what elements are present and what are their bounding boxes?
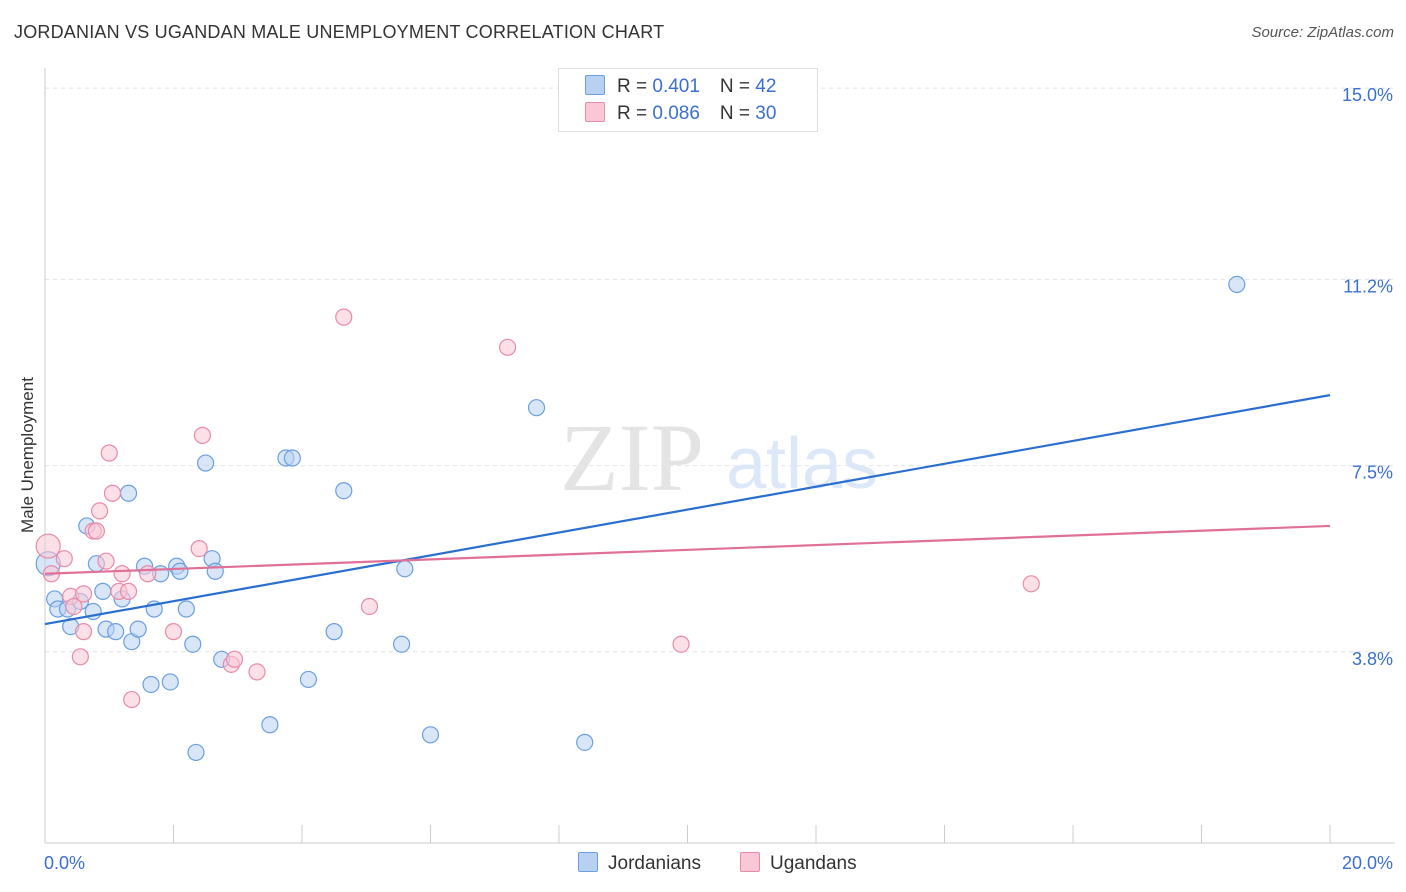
point-jordanians	[171, 562, 189, 580]
point-jordanians	[206, 562, 224, 580]
axes	[44, 68, 1395, 844]
point-jordanians	[142, 675, 160, 694]
point-jordanians	[335, 482, 353, 500]
y-tick-label: 3.8%	[1352, 649, 1393, 669]
chart-title: JORDANIAN VS UGANDAN MALE UNEMPLOYMENT C…	[14, 22, 665, 42]
y-tick-label: 7.5%	[1352, 463, 1393, 483]
watermark-zip: ZIP	[560, 404, 704, 511]
point-ugandans	[55, 550, 73, 568]
y-tick-label: 15.0%	[1342, 85, 1393, 105]
point-jordanians	[129, 620, 147, 638]
point-ugandans	[1022, 575, 1040, 593]
point-ugandans	[100, 444, 118, 462]
trend-line-ugandans	[44, 524, 1331, 575]
tick-labels: 3.8% 7.5% 11.2% 15.0% 0.0% 20.0%	[44, 85, 1393, 873]
bottom-legend-label-ugandans: Ugandans	[770, 853, 857, 874]
point-ugandans	[335, 308, 353, 326]
trend-lines	[44, 394, 1331, 626]
bottom-legend-ugandans[interactable]: Ugandans	[740, 852, 857, 875]
legend-n-label: N =	[719, 76, 756, 97]
bottom-legend-swatch-jordanians	[578, 852, 598, 872]
legend-r-label: R =	[617, 76, 653, 97]
point-ugandans	[35, 533, 61, 559]
trend-line-jordanians	[44, 394, 1331, 626]
source-label: Source: ZipAtlas.com	[1251, 24, 1394, 41]
point-jordanians	[392, 635, 411, 653]
point-ugandans	[164, 623, 183, 641]
point-ugandans	[139, 565, 157, 583]
point-jordanians	[325, 623, 343, 641]
point-jordanians	[527, 399, 546, 417]
point-jordanians	[576, 733, 594, 751]
point-ugandans	[360, 597, 379, 616]
legend-r-value: 0.401	[652, 76, 700, 97]
legend-n-value: 42	[755, 76, 777, 97]
point-jordanians	[184, 635, 202, 653]
point-ugandans	[499, 338, 517, 356]
point-ugandans	[225, 650, 244, 668]
point-ugandans	[71, 648, 89, 666]
point-ugandans	[248, 663, 266, 681]
y-tick-label: 11.2%	[1343, 276, 1393, 296]
point-jordanians	[119, 484, 138, 502]
legend-r-label: R =	[617, 103, 653, 124]
point-ugandans	[91, 502, 109, 520]
point-jordanians	[1228, 275, 1246, 293]
point-ugandans	[672, 635, 690, 653]
point-jordanians	[177, 600, 195, 618]
point-jordanians	[421, 726, 440, 744]
point-jordanians	[396, 560, 414, 578]
point-jordanians	[299, 670, 318, 689]
point-ugandans	[74, 623, 93, 641]
point-ugandans	[190, 540, 208, 558]
legend-swatch-jordanians	[585, 75, 605, 95]
legend: R = 0.401 N = 42 R = 0.086 N = 30	[558, 68, 818, 132]
bottom-legend-jordanians[interactable]: Jordanians	[578, 852, 701, 875]
point-jordanians	[187, 743, 205, 762]
data-points	[35, 275, 1246, 762]
bottom-legend-swatch-ugandans	[740, 852, 760, 872]
point-ugandans	[87, 522, 106, 540]
point-ugandans	[193, 426, 212, 444]
legend-n-label: N =	[719, 103, 756, 124]
point-ugandans	[119, 582, 138, 600]
point-jordanians	[94, 582, 112, 600]
x-tick-label: 0.0%	[44, 853, 85, 873]
point-ugandans	[113, 565, 131, 583]
legend-r-value: 0.086	[652, 103, 700, 124]
legend-n-value: 30	[755, 103, 777, 124]
point-jordanians	[161, 673, 179, 691]
point-ugandans	[97, 552, 115, 570]
watermark: ZIP atlas	[560, 404, 878, 511]
point-jordanians	[197, 454, 215, 472]
legend-swatch-ugandans	[585, 102, 605, 122]
watermark-atlas: atlas	[726, 424, 878, 504]
point-jordanians	[283, 449, 301, 467]
point-jordanians	[107, 623, 125, 641]
y-axis-label: Male Unemployment	[18, 377, 37, 533]
point-ugandans	[123, 690, 141, 709]
point-ugandans	[103, 484, 122, 502]
x-tick-label: 20.0%	[1342, 853, 1393, 873]
bottom-legend-label-jordanians: Jordanians	[608, 853, 701, 874]
point-ugandans	[74, 585, 93, 603]
legend-row-jordanians: R = 0.401 N = 42	[585, 75, 776, 101]
point-ugandans	[65, 597, 83, 616]
point-jordanians	[261, 716, 279, 734]
legend-row-ugandans: R = 0.086 N = 30	[585, 102, 776, 128]
